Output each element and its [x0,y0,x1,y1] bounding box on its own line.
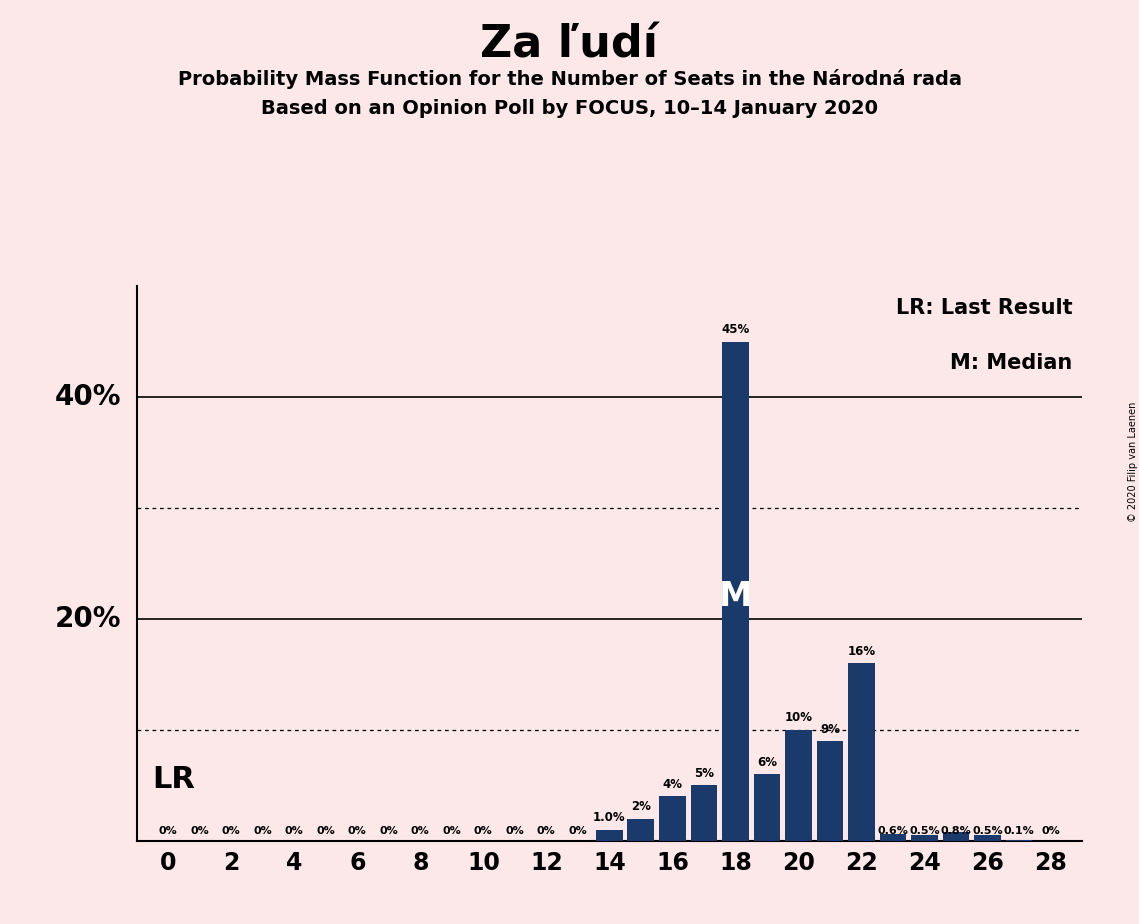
Bar [849,663,875,841]
Text: 6%: 6% [757,756,777,769]
Text: 0%: 0% [190,826,210,836]
Text: 4%: 4% [663,778,682,791]
Bar [754,774,780,841]
Text: 0.6%: 0.6% [877,826,909,836]
Text: 0%: 0% [379,826,399,836]
Text: 9%: 9% [820,723,839,736]
Text: 1.0%: 1.0% [593,811,625,824]
Text: M: Median: M: Median [950,353,1073,373]
Text: Probability Mass Function for the Number of Seats in the Národná rada: Probability Mass Function for the Number… [178,69,961,90]
Bar [690,785,718,841]
Text: Based on an Opinion Poll by FOCUS, 10–14 January 2020: Based on an Opinion Poll by FOCUS, 10–14… [261,99,878,118]
Bar [974,835,1001,841]
Text: LR: LR [153,765,195,795]
Text: 0.5%: 0.5% [973,826,1002,836]
Text: 0%: 0% [506,826,524,836]
Text: 0%: 0% [536,826,556,836]
Text: 0.5%: 0.5% [909,826,940,836]
Text: 0%: 0% [317,826,335,836]
Bar [943,832,969,841]
Text: 0%: 0% [1041,826,1060,836]
Text: 0%: 0% [222,826,240,836]
Text: 20%: 20% [55,605,121,633]
Text: 5%: 5% [694,767,714,780]
Bar [722,342,748,841]
Text: Za ľudí: Za ľudí [481,23,658,67]
Bar [596,830,623,841]
Text: 0%: 0% [253,826,272,836]
Bar [628,819,654,841]
Text: 0.8%: 0.8% [941,826,972,836]
Text: 45%: 45% [721,323,749,336]
Text: M: M [719,580,752,614]
Text: 0%: 0% [347,826,367,836]
Text: 40%: 40% [55,383,121,411]
Text: 0%: 0% [158,826,178,836]
Text: 0%: 0% [442,826,461,836]
Text: 16%: 16% [847,645,876,658]
Text: LR: Last Result: LR: Last Result [896,298,1073,318]
Text: 0%: 0% [568,826,588,836]
Bar [911,835,937,841]
Text: 0%: 0% [474,826,493,836]
Text: 2%: 2% [631,800,650,813]
Bar [817,741,843,841]
Text: © 2020 Filip van Laenen: © 2020 Filip van Laenen [1129,402,1138,522]
Text: 10%: 10% [785,711,812,724]
Text: 0%: 0% [285,826,304,836]
Bar [785,730,812,841]
Bar [879,834,907,841]
Bar [659,796,686,841]
Text: 0%: 0% [411,826,429,836]
Bar [1006,840,1032,841]
Text: 0.1%: 0.1% [1003,826,1034,836]
